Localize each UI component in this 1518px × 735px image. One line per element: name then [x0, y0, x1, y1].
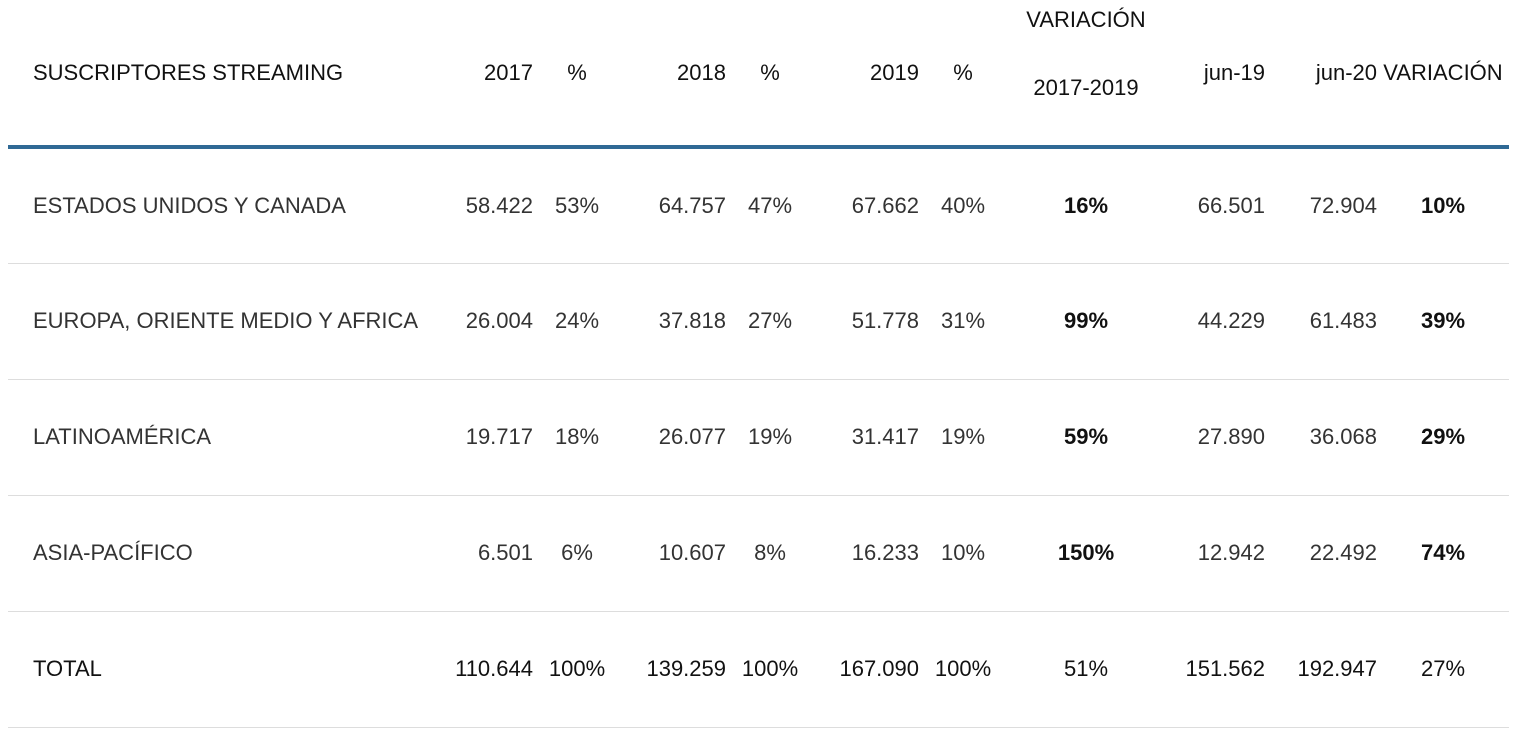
cell-pct-2019: 40%: [919, 147, 1007, 264]
cell-pct-2017: 6%: [533, 495, 621, 612]
cell-2019: 167.090: [814, 611, 919, 728]
cell-jun-20: 36.068: [1265, 379, 1377, 496]
cell-pct-2018: 8%: [726, 495, 814, 612]
row-label: ESTADOS UNIDOS Y CANADA: [8, 147, 428, 264]
cell-jun-20: 192.947: [1265, 611, 1377, 728]
header-jun-20: jun-20: [1265, 0, 1377, 149]
cell-2017: 58.422: [428, 147, 533, 264]
header-pct-2017: %: [533, 0, 621, 149]
cell-2017: 26.004: [428, 263, 533, 380]
cell-jun-19: 12.942: [1165, 495, 1265, 612]
cell-jun-19: 66.501: [1165, 147, 1265, 264]
cell-2018: 26.077: [621, 379, 726, 496]
cell-pct-2018: 19%: [726, 379, 814, 496]
header-variation-line2: 2017-2019: [1033, 74, 1139, 100]
cell-pct-2017: 24%: [533, 263, 621, 380]
table-row: ASIA-PACÍFICO 6.501 6% 10.607 8% 16.233 …: [8, 495, 1509, 612]
cell-pct-2017: 53%: [533, 147, 621, 264]
header-variation-2017-2019: VARIACIÓN 2017-2019: [1007, 0, 1165, 149]
streaming-subscribers-table: SUSCRIPTORES STREAMING 2017 % 2018 % 201…: [8, 0, 1509, 728]
cell-2019: 67.662: [814, 147, 919, 264]
cell-jun-20: 61.483: [1265, 263, 1377, 380]
row-label: LATINOAMÉRICA: [8, 379, 428, 496]
cell-2017: 110.644: [428, 611, 533, 728]
table-row: LATINOAMÉRICA 19.717 18% 26.077 19% 31.4…: [8, 379, 1509, 496]
cell-2018: 64.757: [621, 147, 726, 264]
row-label-total: TOTAL: [8, 611, 428, 728]
cell-2018: 139.259: [621, 611, 726, 728]
table-row: ESTADOS UNIDOS Y CANADA 58.422 53% 64.75…: [8, 147, 1509, 264]
header-2018: 2018: [621, 0, 726, 149]
cell-variation: 74%: [1377, 495, 1509, 612]
cell-pct-2017: 100%: [533, 611, 621, 728]
cell-variation-2017-2019: 51%: [1007, 611, 1165, 728]
cell-variation-2017-2019: 99%: [1007, 263, 1165, 380]
header-2019: 2019: [814, 0, 919, 149]
cell-variation: 29%: [1377, 379, 1509, 496]
cell-2019: 51.778: [814, 263, 919, 380]
header-row: SUSCRIPTORES STREAMING 2017 % 2018 % 201…: [8, 0, 1509, 149]
row-label: ASIA-PACÍFICO: [8, 495, 428, 612]
cell-variation: 27%: [1377, 611, 1509, 728]
cell-2019: 31.417: [814, 379, 919, 496]
cell-pct-2018: 100%: [726, 611, 814, 728]
cell-jun-19: 44.229: [1165, 263, 1265, 380]
cell-pct-2018: 47%: [726, 147, 814, 264]
cell-pct-2018: 27%: [726, 263, 814, 380]
row-label: EUROPA, ORIENTE MEDIO Y AFRICA: [8, 263, 428, 380]
cell-pct-2019: 10%: [919, 495, 1007, 612]
cell-jun-19: 27.890: [1165, 379, 1265, 496]
cell-variation: 39%: [1377, 263, 1509, 380]
cell-2018: 10.607: [621, 495, 726, 612]
cell-variation-2017-2019: 150%: [1007, 495, 1165, 612]
header-pct-2018: %: [726, 0, 814, 149]
header-label: SUSCRIPTORES STREAMING: [8, 0, 428, 149]
header-variation: VARIACIÓN: [1377, 0, 1509, 149]
header-pct-2019: %: [919, 0, 1007, 149]
cell-variation-2017-2019: 59%: [1007, 379, 1165, 496]
table-body: ESTADOS UNIDOS Y CANADA 58.422 53% 64.75…: [8, 147, 1509, 728]
cell-pct-2017: 18%: [533, 379, 621, 496]
cell-variation-2017-2019: 16%: [1007, 147, 1165, 264]
header-jun-19: jun-19: [1165, 0, 1265, 149]
cell-jun-20: 72.904: [1265, 147, 1377, 264]
header-variation-line1: VARIACIÓN: [1026, 6, 1146, 32]
header-2017: 2017: [428, 0, 533, 149]
cell-2017: 6.501: [428, 495, 533, 612]
cell-2019: 16.233: [814, 495, 919, 612]
cell-pct-2019: 31%: [919, 263, 1007, 380]
cell-pct-2019: 19%: [919, 379, 1007, 496]
cell-jun-19: 151.562: [1165, 611, 1265, 728]
table-row: EUROPA, ORIENTE MEDIO Y AFRICA 26.004 24…: [8, 263, 1509, 380]
cell-variation: 10%: [1377, 147, 1509, 264]
cell-pct-2019: 100%: [919, 611, 1007, 728]
cell-2018: 37.818: [621, 263, 726, 380]
table-row-total: TOTAL 110.644 100% 139.259 100% 167.090 …: [8, 611, 1509, 728]
cell-2017: 19.717: [428, 379, 533, 496]
cell-jun-20: 22.492: [1265, 495, 1377, 612]
